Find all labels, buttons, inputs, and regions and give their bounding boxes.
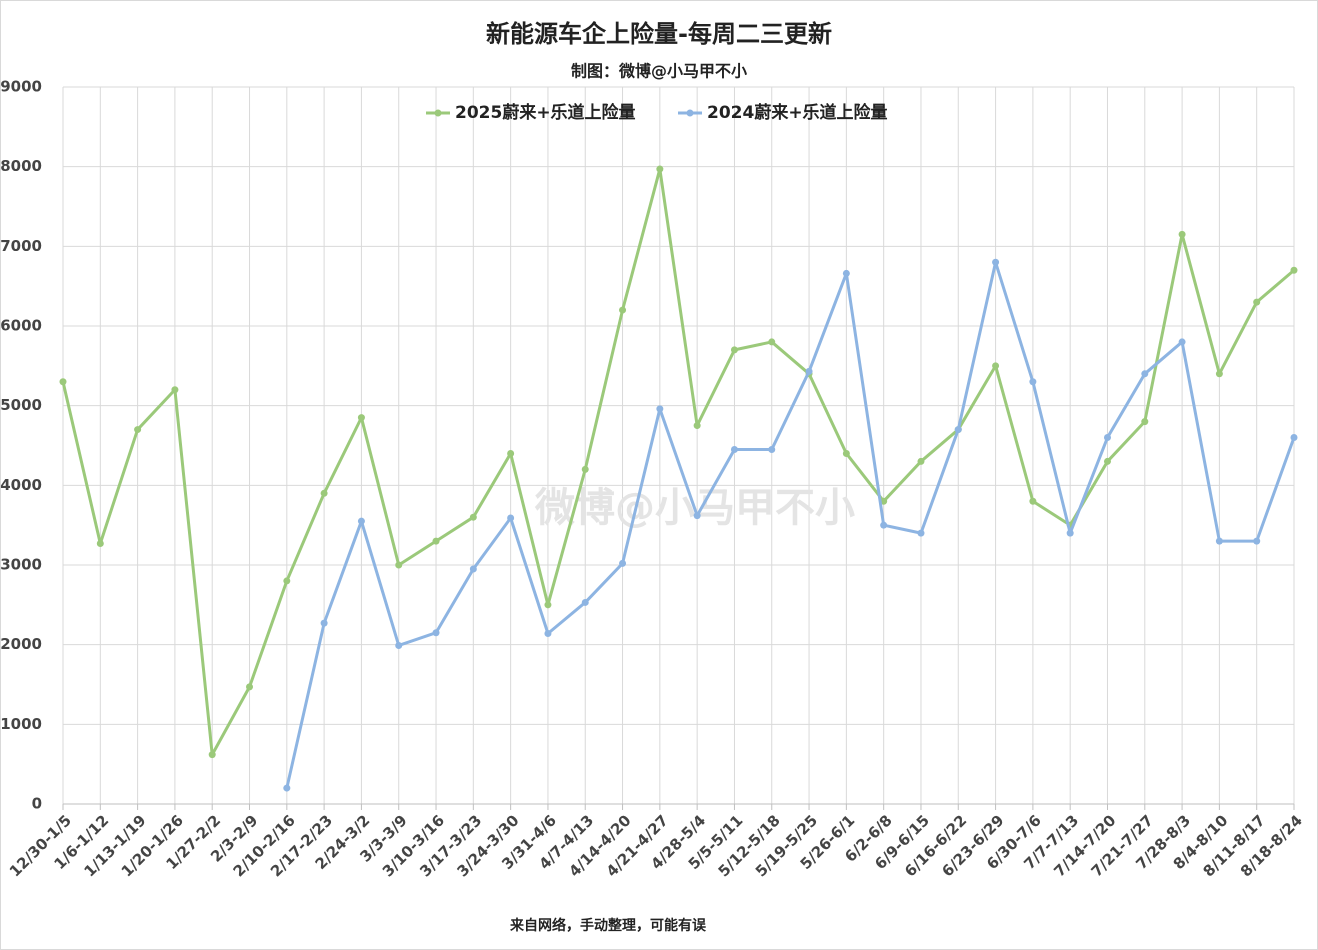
data-point [283, 784, 291, 792]
y-tick-label: 1000 [0, 715, 42, 733]
data-point [507, 449, 515, 457]
y-tick-label: 8000 [0, 157, 42, 175]
data-point [469, 513, 477, 521]
data-point [395, 561, 403, 569]
data-point [507, 514, 515, 522]
data-point [1029, 497, 1037, 505]
data-point [768, 338, 776, 346]
data-point [842, 269, 850, 277]
data-point [59, 378, 67, 386]
data-point [1215, 537, 1223, 545]
data-point [730, 346, 738, 354]
data-point [171, 386, 179, 394]
data-point [432, 537, 440, 545]
data-point [805, 367, 813, 375]
data-point [395, 641, 403, 649]
data-point [96, 539, 104, 547]
data-point [320, 489, 328, 497]
series-line [285, 260, 1296, 789]
y-tick-label: 2000 [0, 635, 42, 653]
data-point [1103, 434, 1111, 442]
data-point [1103, 457, 1111, 465]
chart-subtitle: 制图：微博@小马甲不小 [571, 62, 747, 81]
data-point [1141, 370, 1149, 378]
data-point [320, 619, 328, 627]
data-point [1290, 434, 1298, 442]
data-point [1290, 266, 1298, 274]
y-tick-label: 3000 [0, 556, 42, 574]
data-point [1141, 418, 1149, 426]
data-point [469, 565, 477, 573]
data-point [1253, 537, 1261, 545]
data-point [134, 426, 142, 434]
data-point [768, 445, 776, 453]
data-point [656, 165, 664, 173]
data-point [544, 601, 552, 609]
data-point [693, 512, 701, 520]
y-tick-label: 5000 [0, 396, 42, 414]
data-point [283, 577, 291, 585]
legend-label: 2025蔚来+乐道上险量 [455, 102, 636, 123]
data-point [1215, 370, 1223, 378]
y-tick-label: 7000 [0, 237, 42, 255]
data-point [656, 405, 664, 413]
data-point [208, 751, 216, 759]
data-point [246, 683, 254, 691]
data-point [730, 445, 738, 453]
data-point [992, 362, 1000, 370]
y-tick-label: 0 [32, 795, 42, 813]
data-point [432, 629, 440, 637]
data-point [357, 414, 365, 422]
data-point [1066, 529, 1074, 537]
data-point [880, 497, 888, 505]
data-point [1253, 298, 1261, 306]
data-point [917, 457, 925, 465]
footnote: 来自网络，手动整理，可能有误 [509, 917, 707, 934]
data-point [1029, 378, 1037, 386]
data-point [1178, 230, 1186, 238]
data-point [1178, 338, 1186, 346]
data-point [842, 449, 850, 457]
legend-marker [434, 109, 442, 117]
y-tick-label: 6000 [0, 317, 42, 335]
data-point [581, 465, 589, 473]
legend-label: 2024蔚来+乐道上险量 [707, 102, 888, 123]
data-point [954, 426, 962, 434]
data-point [880, 521, 888, 529]
chart-title: 新能源车企上险量-每周二三更新 [486, 20, 832, 48]
data-point [357, 517, 365, 525]
data-point [917, 529, 925, 537]
data-point [544, 630, 552, 638]
legend-marker [686, 109, 694, 117]
y-tick-label: 9000 [0, 78, 42, 96]
data-point [619, 306, 627, 314]
data-point [693, 422, 701, 430]
data-point [581, 598, 589, 606]
data-point [992, 258, 1000, 266]
y-tick-label: 4000 [0, 476, 42, 494]
series-line [61, 167, 1295, 757]
data-point [619, 559, 627, 567]
